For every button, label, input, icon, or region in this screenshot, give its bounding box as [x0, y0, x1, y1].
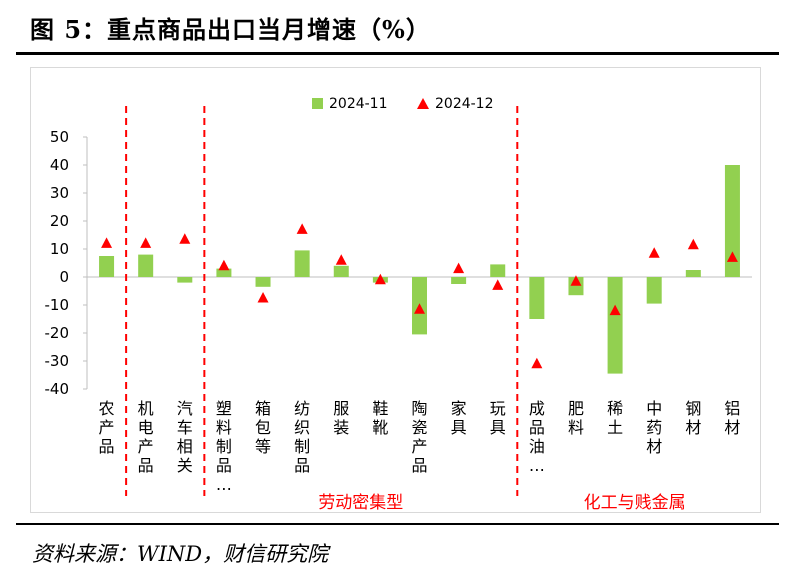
- marker-2024-12: [374, 273, 386, 285]
- category-label: 塑料制品…: [216, 399, 232, 494]
- bar-2024-11: [216, 268, 232, 277]
- bar-2024-11: [685, 270, 701, 277]
- y-tick-label: 30: [50, 184, 69, 202]
- category-label: 中药材: [646, 399, 662, 456]
- marker-2024-12: [101, 237, 113, 248]
- title-rule: [16, 52, 779, 55]
- bar-2024-11: [607, 277, 623, 374]
- bar-2024-11: [568, 277, 584, 296]
- marker-2024-12: [726, 251, 738, 262]
- footer-rule: [16, 523, 779, 525]
- category-label: 箱包等: [255, 399, 271, 456]
- bar-2024-11: [255, 277, 271, 287]
- y-tick-label: 10: [50, 240, 69, 258]
- marker-2024-12: [218, 259, 230, 271]
- y-tick-label: -30: [45, 352, 70, 370]
- category-label: 农产品: [99, 399, 115, 456]
- bar-2024-11: [294, 250, 310, 277]
- marker-2024-12: [570, 275, 582, 286]
- marker-2024-12: [296, 223, 308, 234]
- category-label: 陶瓷产品: [411, 399, 427, 475]
- marker-2024-12: [335, 254, 347, 265]
- category-label: 鞋靴: [372, 399, 388, 437]
- marker-2024-12: [531, 357, 543, 369]
- category-label: 家具: [451, 399, 467, 437]
- y-tick-label: 50: [50, 128, 69, 146]
- category-label: 机电产品: [138, 399, 154, 475]
- bar-2024-11: [724, 165, 740, 277]
- marker-2024-12: [414, 303, 425, 314]
- category-label: 钢材: [685, 399, 701, 437]
- bar-2024-11: [646, 277, 662, 304]
- marker-2024-12: [609, 304, 621, 316]
- bar-2024-11: [451, 277, 467, 284]
- bar-2024-11: [99, 256, 115, 277]
- marker-2024-12: [453, 262, 465, 274]
- group-label: 劳动密集型: [318, 493, 403, 513]
- category-label: 成品油…: [529, 399, 545, 475]
- category-label: 铝材: [724, 399, 740, 437]
- marker-2024-12: [648, 247, 660, 258]
- legend-label-2024-12: 2024-12: [435, 96, 494, 112]
- category-label: 玩具: [490, 399, 506, 437]
- marker-2024-12: [179, 233, 191, 244]
- category-label: 服装: [333, 399, 349, 437]
- bar-2024-11: [138, 254, 154, 277]
- legend-swatch-2024-11: [312, 98, 323, 109]
- figure-title: 图 5：重点商品出口当月增速（%）: [30, 15, 431, 44]
- category-label: 肥料: [568, 399, 584, 437]
- bar-2024-11: [529, 277, 545, 319]
- marker-2024-12: [140, 237, 152, 248]
- bar-2024-11: [333, 265, 349, 277]
- y-tick-label: 0: [59, 268, 69, 286]
- y-tick-label: -40: [45, 380, 70, 398]
- y-tick-label: 20: [50, 212, 69, 230]
- y-tick-label: 40: [50, 156, 69, 174]
- y-tick-label: -10: [45, 296, 70, 314]
- source-note: 资料来源：WIND，财信研究院: [32, 542, 329, 566]
- legend-label-2024-11: 2024-11: [329, 96, 388, 112]
- y-tick-label: -20: [45, 324, 70, 342]
- marker-2024-12: [687, 238, 699, 250]
- chart-frame: -40 -30 -20 -10 0 10 20 30 40 50 农产品 机电产品 汽车相关 塑料制品… 箱…: [30, 67, 761, 513]
- chart-canvas: -40 -30 -20 -10 0 10 20 30 40 50 农产品 机电产品 汽车相关 塑料制品… 箱…: [45, 96, 752, 513]
- group-label: 化工与贱金属: [584, 493, 686, 513]
- bar-2024-11: [177, 277, 193, 283]
- legend-swatch-2024-12: [417, 98, 429, 109]
- bar-2024-11: [490, 264, 506, 277]
- category-label: 稀土: [607, 399, 623, 437]
- category-label: 汽车相关: [177, 399, 193, 475]
- marker-2024-12: [257, 292, 269, 303]
- category-label: 纺织制品: [294, 399, 310, 475]
- marker-2024-12: [492, 279, 504, 290]
